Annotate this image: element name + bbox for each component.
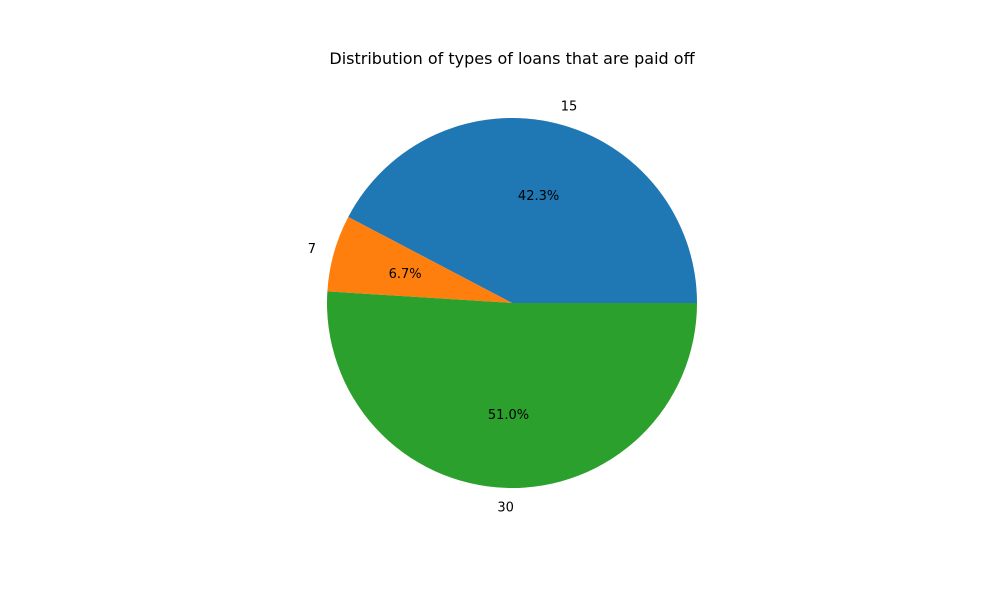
pie-slice-7	[327, 216, 512, 303]
pct-label-15: 42.3%	[518, 189, 559, 204]
pie-slice-15	[348, 117, 697, 303]
chart-title: Distribution of types of loans that are …	[329, 49, 695, 68]
pct-label-7: 6.7%	[389, 267, 422, 282]
slice-label-15: 15	[561, 99, 578, 114]
slice-label-7: 7	[308, 242, 316, 257]
pct-label-30: 51.0%	[488, 408, 529, 423]
pie-slices	[326, 117, 697, 489]
pie-labels: 15 42.3% 7 6.7% 30 51.0%	[308, 99, 578, 515]
slice-label-30: 30	[497, 500, 514, 515]
pie-slice-30	[326, 291, 697, 489]
